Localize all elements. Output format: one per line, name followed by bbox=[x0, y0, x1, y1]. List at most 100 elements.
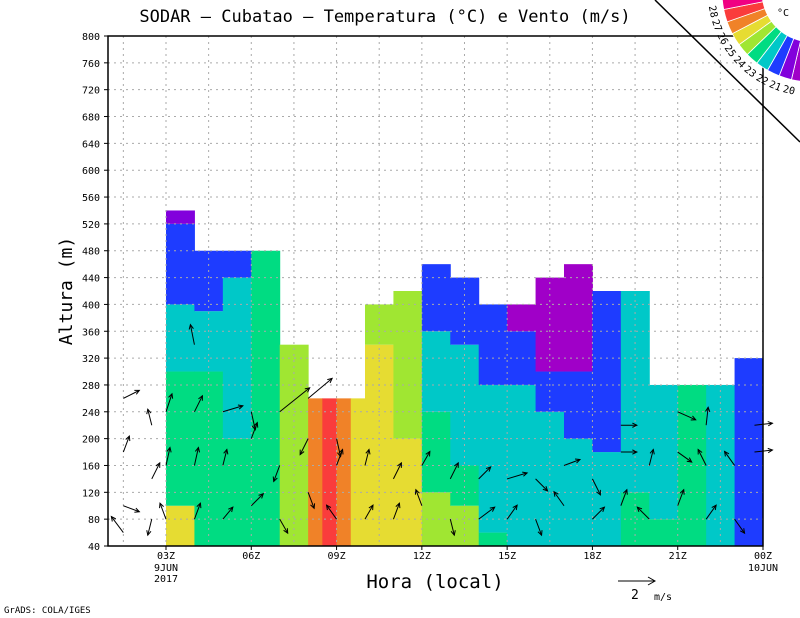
wind-arrow-shaft bbox=[147, 409, 153, 426]
wind-arrow-shaft bbox=[648, 449, 654, 466]
wind-arrow-head bbox=[686, 457, 693, 463]
wind-arrow bbox=[697, 448, 707, 466]
wind-arrow-head bbox=[159, 502, 164, 509]
wind-arrow-head bbox=[632, 422, 639, 428]
wind-arrow-head bbox=[537, 530, 543, 537]
wind-arrow bbox=[620, 422, 639, 428]
x-tick-date: 9JUN bbox=[154, 563, 178, 574]
wind-arrow bbox=[620, 488, 628, 506]
wind-arrow bbox=[648, 448, 655, 466]
colorbar-label: 28 bbox=[706, 5, 719, 19]
wind-arrow-head bbox=[253, 421, 259, 428]
temperature-cell bbox=[393, 438, 423, 546]
wind-arrow bbox=[193, 502, 202, 520]
wind-arrow-shaft bbox=[449, 519, 455, 536]
wind-arrow-shaft bbox=[151, 462, 161, 480]
wind-arrow-head bbox=[258, 492, 265, 499]
grid bbox=[108, 36, 763, 546]
wind-arrow bbox=[414, 488, 423, 506]
x-tick-label: 03Z bbox=[157, 551, 175, 562]
reference-vector-value: 2 bbox=[631, 588, 639, 603]
y-tick-label: 760 bbox=[82, 59, 100, 70]
temperature-cell bbox=[478, 532, 508, 546]
temperature-cell bbox=[393, 291, 423, 439]
wind-arrow-shaft bbox=[159, 502, 167, 520]
wind-arrow-head bbox=[414, 488, 420, 495]
wind-arrow-shaft bbox=[620, 489, 628, 506]
wind-arrow-shaft bbox=[279, 518, 289, 534]
wind-arrow-shaft bbox=[449, 462, 459, 480]
chart-title: SODAR – Cubatao – Temperatura (°C) e Ven… bbox=[139, 7, 630, 27]
temperature-cell bbox=[336, 398, 352, 546]
wind-arrow-shaft bbox=[165, 447, 171, 466]
x-tick-label: 09Z bbox=[328, 551, 346, 562]
wind-arrow-head bbox=[188, 323, 194, 330]
temperature-cell bbox=[677, 384, 707, 546]
temperature-cell bbox=[165, 210, 195, 224]
wind-arrow-shaft bbox=[147, 519, 153, 536]
wind-arrow bbox=[165, 392, 174, 412]
wind-arrow bbox=[193, 394, 203, 413]
wind-arrow-shaft bbox=[734, 518, 745, 534]
wind-arrow bbox=[299, 438, 309, 456]
wind-arrow-head bbox=[166, 446, 172, 453]
x-tick-label: 00Z bbox=[754, 551, 772, 562]
wind-arrow bbox=[535, 518, 543, 537]
wind-arrow-shaft bbox=[392, 462, 402, 480]
y-tick-label: 80 bbox=[88, 515, 100, 526]
colorbar-label: 27 bbox=[709, 18, 723, 33]
wind-arrow-shaft bbox=[636, 506, 650, 520]
wind-arrow bbox=[222, 448, 229, 466]
temperature-cell bbox=[165, 223, 195, 305]
wind-arrow-shaft bbox=[506, 472, 528, 480]
wind-arrow-shaft bbox=[273, 465, 281, 482]
wind-arrow bbox=[506, 504, 518, 520]
wind-arrow-shaft bbox=[193, 447, 199, 466]
wind-arrow-head bbox=[632, 449, 639, 455]
wind-arrow-head bbox=[690, 415, 697, 421]
y-tick-label: 320 bbox=[82, 354, 100, 365]
wind-arrow-shaft bbox=[222, 449, 228, 466]
wind-arrow-head bbox=[338, 448, 344, 455]
y-tick-label: 200 bbox=[82, 435, 100, 446]
y-tick-label: 160 bbox=[82, 461, 100, 472]
wind-arrow bbox=[392, 461, 402, 480]
wind-arrow-shaft bbox=[724, 451, 735, 466]
wind-arrow-head bbox=[337, 451, 343, 458]
wind-arrow-shaft bbox=[279, 387, 311, 413]
wind-arrow bbox=[222, 506, 234, 520]
y-tick-label: 40 bbox=[88, 542, 100, 553]
y-tick-label: 560 bbox=[82, 193, 100, 204]
temperature-cell bbox=[592, 291, 622, 453]
colorbar-label: 22 bbox=[754, 72, 770, 88]
wind-arrow-shaft bbox=[697, 449, 707, 466]
wind-arrow bbox=[151, 461, 161, 480]
wind-arrow-head bbox=[622, 488, 628, 495]
wind-arrow-shaft bbox=[222, 506, 234, 520]
temperature-cell bbox=[535, 411, 565, 546]
axes: 40 80 120 160 200 240 280 320 360 400 440 480 520 560… bbox=[82, 32, 778, 585]
wind-arrow-head bbox=[596, 489, 601, 496]
wind-arrow-shaft bbox=[563, 459, 581, 466]
y-tick-label: 280 bbox=[82, 381, 100, 392]
wind-arrow-head bbox=[679, 488, 685, 495]
wind-arrow-head bbox=[485, 466, 492, 472]
wind-arrow-head bbox=[146, 530, 152, 537]
wind-arrow-head bbox=[327, 377, 334, 384]
x-axis-label: Hora (local) bbox=[366, 571, 503, 593]
temperature-cell bbox=[450, 277, 480, 345]
wind-arrow bbox=[307, 377, 334, 399]
wind-arrow-head bbox=[299, 449, 305, 456]
wind-arrow-head bbox=[395, 502, 401, 509]
y-tick-label: 640 bbox=[82, 139, 100, 150]
footer-credit: GrADS: COLA/IGES bbox=[4, 606, 91, 616]
y-tick-label: 240 bbox=[82, 408, 100, 419]
wind-arrow-head bbox=[705, 406, 711, 413]
wind-arrow-shaft bbox=[478, 506, 496, 520]
wind-arrow-head bbox=[134, 507, 141, 513]
temperature-cell bbox=[563, 264, 593, 372]
wind-arrow-shaft bbox=[222, 405, 243, 413]
wind-arrow-shaft bbox=[123, 389, 140, 399]
colorbar-segment bbox=[722, 0, 764, 10]
